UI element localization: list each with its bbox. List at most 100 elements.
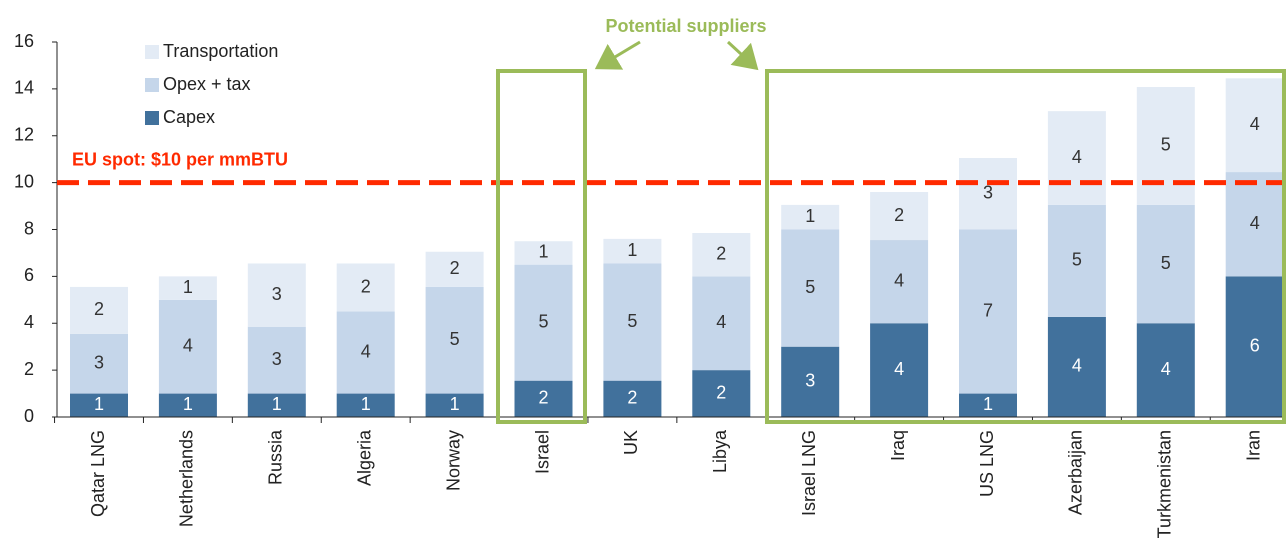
data-label: 7	[983, 300, 993, 320]
y-tick-label: 10	[14, 171, 34, 191]
bar-segment	[1047, 111, 1106, 205]
x-tick-label: Qatar LNG	[88, 430, 108, 517]
x-tick-label: Russia	[266, 429, 286, 485]
data-label: 3	[983, 183, 993, 203]
data-label: 3	[94, 352, 104, 372]
bar-segment	[425, 286, 484, 394]
data-label: 4	[716, 312, 726, 332]
data-label: 1	[94, 394, 104, 414]
y-tick-label: 0	[24, 406, 34, 426]
x-tick-label: Azerbaijan	[1066, 430, 1086, 515]
bar-segment	[158, 299, 217, 394]
bar-segment	[959, 393, 1017, 417]
x-tick-label: UK	[621, 430, 641, 455]
data-label: 5	[805, 277, 815, 297]
data-label: 1	[627, 240, 637, 260]
data-label: 2	[450, 258, 460, 278]
bar-segment	[158, 393, 217, 417]
x-tick-label: Norway	[443, 430, 463, 491]
data-label: 5	[538, 311, 548, 331]
data-label: 4	[1161, 359, 1171, 379]
data-label: 3	[272, 349, 282, 369]
legend-swatch	[145, 78, 159, 92]
bar-segment	[692, 276, 751, 371]
bar-segment	[1136, 323, 1195, 417]
bar-segment	[603, 263, 662, 381]
data-label: 2	[627, 388, 637, 408]
bar-segment	[514, 264, 573, 381]
y-tick-label: 8	[24, 218, 34, 238]
data-label: 2	[94, 299, 104, 319]
x-tick-label: Turkmenistan	[1155, 430, 1175, 538]
bar-segment	[781, 229, 840, 347]
bar-segment	[247, 263, 306, 327]
data-label: 4	[1072, 147, 1082, 167]
x-tick-label: Libya	[710, 429, 730, 473]
bar-segment	[1225, 276, 1284, 417]
data-label: 1	[272, 394, 282, 414]
data-label: 4	[361, 341, 371, 361]
data-label: 5	[1161, 253, 1171, 273]
data-label: 4	[1250, 114, 1260, 134]
bar-segment	[247, 326, 306, 394]
arrow	[726, 40, 759, 71]
y-tick-label: 16	[14, 31, 34, 51]
bar-segment	[247, 393, 306, 417]
data-label: 3	[272, 284, 282, 304]
y-tick-label: 4	[24, 312, 34, 332]
bar-segment	[781, 346, 840, 417]
legend-label: Transportation	[163, 41, 278, 61]
data-label: 4	[1072, 356, 1082, 376]
data-label: 4	[183, 335, 193, 355]
data-label: 1	[805, 206, 815, 226]
bar-segment	[1136, 87, 1195, 205]
bar-segment	[1225, 78, 1284, 173]
bar-segment	[336, 263, 395, 312]
legend-swatch	[145, 111, 159, 125]
bar-segment	[781, 204, 840, 230]
data-label: 2	[361, 276, 371, 296]
data-label: 4	[1250, 213, 1260, 233]
highlight-box	[765, 69, 1286, 424]
data-label: 2	[894, 205, 904, 225]
bar-segment	[514, 241, 573, 265]
x-tick-label: Israel	[532, 430, 552, 474]
highlight-box	[496, 69, 587, 424]
y-tick-label: 14	[14, 78, 34, 98]
data-label: 4	[894, 359, 904, 379]
data-label: 6	[1250, 335, 1260, 355]
bar-segment	[70, 286, 128, 334]
data-label: 5	[627, 311, 637, 331]
data-label: 1	[183, 277, 193, 297]
bar-segment	[336, 311, 395, 394]
legend-label: Capex	[163, 107, 215, 127]
data-label: 3	[805, 371, 815, 391]
bar-segment	[336, 393, 395, 417]
x-tick-label: Algeria	[354, 429, 374, 486]
data-label: 1	[450, 394, 460, 414]
bar-segment	[514, 380, 573, 417]
bar-segment	[603, 238, 662, 264]
y-tick-label: 12	[14, 125, 34, 145]
y-tick-label: 6	[24, 265, 34, 285]
data-label: 5	[1072, 250, 1082, 270]
bar-segment	[959, 158, 1017, 230]
bar-segment	[158, 276, 217, 300]
data-label: 1	[361, 394, 371, 414]
bar-segment	[70, 393, 128, 417]
x-tick-label: Iraq	[888, 430, 908, 461]
bar-segment	[1047, 204, 1106, 317]
annotation: Potential suppliers	[605, 16, 766, 36]
bar-segment	[70, 333, 128, 394]
x-tick-label: Netherlands	[177, 430, 197, 527]
legend-swatch	[145, 45, 159, 59]
bar-segment	[1047, 316, 1106, 417]
data-label: 4	[894, 270, 904, 290]
arrow	[594, 40, 641, 70]
y-tick-label: 2	[24, 359, 34, 379]
bar-segment	[870, 192, 929, 241]
x-tick-label: Israel LNG	[799, 430, 819, 516]
data-label: 5	[450, 329, 460, 349]
